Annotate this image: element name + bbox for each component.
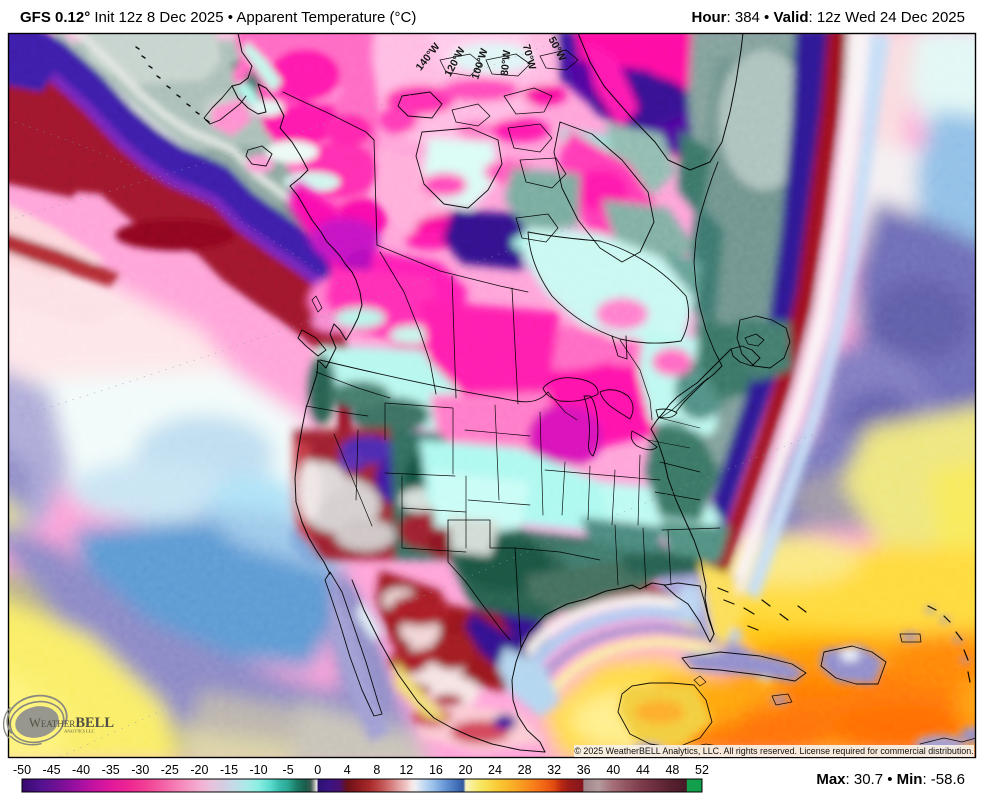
svg-text:-25: -25 — [161, 763, 179, 777]
svg-text:16: 16 — [429, 763, 443, 777]
svg-text:28: 28 — [518, 763, 532, 777]
svg-text:ANALYTICS LLC: ANALYTICS LLC — [64, 729, 95, 734]
svg-text:44: 44 — [636, 763, 650, 777]
svg-text:-5: -5 — [283, 763, 294, 777]
svg-text:-10: -10 — [249, 763, 267, 777]
svg-text:36: 36 — [577, 763, 591, 777]
svg-text:8: 8 — [373, 763, 380, 777]
svg-text:40: 40 — [606, 763, 620, 777]
svg-text:20: 20 — [459, 763, 473, 777]
svg-text:12: 12 — [399, 763, 413, 777]
svg-text:32: 32 — [547, 763, 561, 777]
svg-text:4: 4 — [344, 763, 351, 777]
svg-text:24: 24 — [488, 763, 502, 777]
svg-text:-50: -50 — [13, 763, 31, 777]
svg-text:-20: -20 — [190, 763, 208, 777]
svg-text:-45: -45 — [43, 763, 61, 777]
svg-text:48: 48 — [665, 763, 679, 777]
svg-text:0: 0 — [314, 763, 321, 777]
svg-text:-35: -35 — [102, 763, 120, 777]
svg-text:-15: -15 — [220, 763, 238, 777]
svg-text:52: 52 — [695, 763, 709, 777]
svg-text:-30: -30 — [131, 763, 149, 777]
svg-text:WEATHERBELL: WEATHERBELL — [29, 715, 114, 731]
svg-text:80°W: 80°W — [499, 49, 514, 76]
svg-text:-40: -40 — [72, 763, 90, 777]
